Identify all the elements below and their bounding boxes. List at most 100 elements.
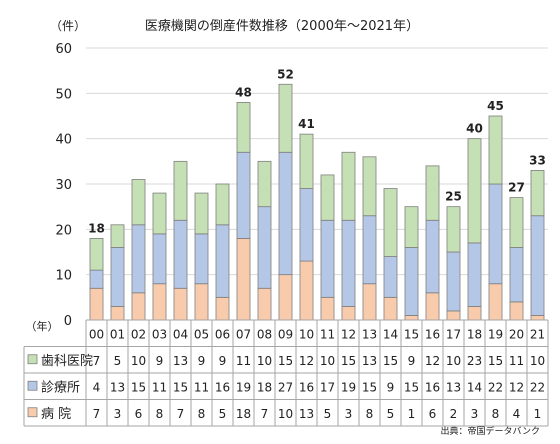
table-cell: 12 — [425, 354, 440, 368]
x-tick-label: 18 — [467, 327, 482, 341]
total-label: 52 — [277, 67, 294, 81]
bar-segment — [299, 260, 314, 321]
x-tick-label: 02 — [131, 327, 146, 341]
total-label: 33 — [529, 153, 546, 167]
legend-label: 病 院 — [41, 407, 71, 422]
bar-segment — [362, 156, 377, 217]
y-tick-label: 50 — [55, 87, 72, 102]
y-axis-unit-label: （件） — [50, 19, 86, 33]
bar-segment — [173, 287, 188, 321]
bar-segment — [152, 283, 167, 321]
table-cell: 15 — [362, 380, 377, 394]
bar-segment — [299, 133, 314, 189]
bar-segment — [89, 237, 104, 271]
legend-label: 歯科医院 — [41, 354, 93, 369]
table-cell: 5 — [219, 407, 227, 421]
table-cell: 1 — [408, 407, 416, 421]
bar-segment — [215, 224, 230, 298]
y-tick-label: 40 — [55, 133, 72, 148]
table-cell: 22 — [530, 380, 545, 394]
table-cell: 7 — [93, 407, 101, 421]
table-cell: 13 — [362, 354, 377, 368]
table-cell: 10 — [131, 354, 146, 368]
x-tick-label: 03 — [152, 327, 167, 341]
bar-segment — [173, 160, 188, 221]
table-cell: 6 — [429, 407, 437, 421]
bar-segment — [341, 219, 356, 307]
table-cell: 22 — [488, 380, 503, 394]
bar-segment — [194, 283, 209, 321]
table-cell: 8 — [198, 407, 206, 421]
x-tick-label: 19 — [488, 327, 503, 341]
legend-label: 診療所 — [41, 379, 80, 395]
table-cell: 5 — [387, 407, 395, 421]
table-cell: 11 — [236, 354, 251, 368]
table-cell: 15 — [131, 380, 146, 394]
x-tick-label: 14 — [383, 327, 398, 341]
bar-segment — [89, 287, 104, 321]
total-label: 27 — [508, 181, 525, 195]
table-cell: 16 — [215, 380, 230, 394]
table-cell: 5 — [324, 407, 332, 421]
table-cell: 14 — [467, 380, 482, 394]
bar-segment — [425, 219, 440, 294]
table-cell: 13 — [173, 354, 188, 368]
x-tick-label: 09 — [278, 327, 293, 341]
table-cell: 2 — [450, 407, 458, 421]
x-tick-label: 06 — [215, 327, 230, 341]
y-tick-label: 60 — [55, 42, 72, 57]
total-label: 48 — [235, 85, 252, 99]
bar-segment — [278, 274, 293, 321]
bar-segment — [89, 269, 104, 289]
bar-segment — [509, 247, 524, 303]
legend-swatch — [27, 354, 38, 365]
table-cell: 10 — [257, 354, 272, 368]
x-tick-label: 01 — [110, 327, 125, 341]
x-tick-label: 16 — [425, 327, 440, 341]
bar-segment — [236, 102, 251, 153]
bar-segment — [341, 151, 356, 221]
table-cell: 13 — [299, 407, 314, 421]
legend-swatch — [27, 407, 38, 418]
bar-segment — [425, 292, 440, 321]
x-tick-label: 00 — [89, 327, 104, 341]
bar-segment — [236, 151, 251, 239]
table-cell: 15 — [383, 354, 398, 368]
total-label: 40 — [466, 122, 483, 136]
x-tick-label: 13 — [362, 327, 377, 341]
bar-segment — [404, 315, 419, 321]
bar-segment — [236, 237, 251, 321]
bar-segment — [404, 206, 419, 248]
table-cell: 15 — [488, 354, 503, 368]
x-tick-label: 12 — [341, 327, 356, 341]
total-label: 25 — [445, 190, 462, 204]
table-cell: 10 — [278, 407, 293, 421]
bar-segment — [425, 165, 440, 221]
table-cell: 15 — [341, 354, 356, 368]
table-cell: 3 — [114, 407, 122, 421]
bar-segment — [152, 192, 167, 235]
total-label: 41 — [298, 117, 315, 131]
chart-title: 医療機関の倒産件数推移（2000年～2021年） — [145, 18, 419, 34]
bar-segment — [152, 233, 167, 285]
table-cell: 11 — [152, 380, 167, 394]
table-cell: 13 — [110, 380, 125, 394]
bar-segment — [257, 287, 272, 321]
bar-segment — [320, 219, 335, 298]
table-cell: 7 — [93, 354, 101, 368]
table-cell: 9 — [387, 380, 395, 394]
x-tick-label: 15 — [404, 327, 419, 341]
table-cell: 19 — [236, 380, 251, 394]
total-label: 45 — [487, 99, 504, 113]
table-cell: 11 — [509, 354, 524, 368]
y-tick-label: 20 — [55, 223, 72, 238]
bar-segment — [215, 296, 230, 321]
bar-segment — [467, 138, 482, 244]
bar-segment — [446, 251, 461, 312]
bar-segment — [110, 305, 125, 321]
bar-segment — [110, 247, 125, 307]
table-cell: 6 — [135, 407, 143, 421]
table-cell: 8 — [156, 407, 164, 421]
table-cell: 8 — [492, 407, 500, 421]
